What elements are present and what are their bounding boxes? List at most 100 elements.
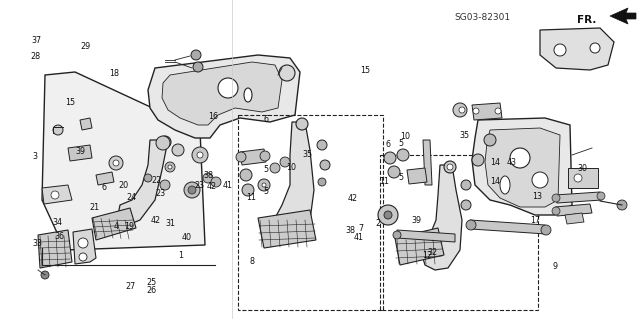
Text: 41: 41 (222, 182, 232, 190)
Polygon shape (274, 122, 314, 238)
Text: 3: 3 (33, 152, 38, 161)
Text: 38: 38 (345, 226, 355, 235)
Text: 41: 41 (353, 234, 364, 242)
Circle shape (318, 178, 326, 186)
Text: 19: 19 (124, 222, 134, 231)
Circle shape (447, 164, 453, 170)
Circle shape (260, 151, 270, 161)
Polygon shape (540, 28, 614, 70)
Circle shape (495, 108, 501, 114)
Text: 11: 11 (246, 193, 257, 202)
Text: 36: 36 (54, 232, 65, 241)
Text: 25: 25 (147, 278, 157, 287)
Polygon shape (472, 103, 502, 120)
Polygon shape (80, 118, 92, 130)
Circle shape (79, 253, 87, 261)
Text: 23: 23 (155, 189, 165, 198)
Text: FR.: FR. (577, 15, 596, 25)
Text: 22: 22 (151, 176, 161, 185)
Polygon shape (422, 165, 462, 270)
Circle shape (211, 177, 221, 187)
Circle shape (53, 125, 63, 135)
Bar (568, 168, 598, 188)
Circle shape (554, 44, 566, 56)
Text: 5: 5 (399, 139, 404, 148)
Text: 39: 39 (75, 147, 85, 156)
Polygon shape (73, 229, 96, 264)
Circle shape (188, 186, 196, 194)
Polygon shape (96, 172, 114, 185)
Circle shape (296, 118, 308, 130)
Text: 16: 16 (208, 112, 218, 121)
Circle shape (510, 148, 530, 168)
Circle shape (393, 231, 401, 239)
Text: 8: 8 (249, 257, 254, 266)
Circle shape (191, 50, 201, 60)
Circle shape (597, 192, 605, 200)
Text: 2: 2 (375, 219, 380, 228)
Circle shape (51, 191, 59, 199)
Circle shape (159, 136, 171, 148)
Circle shape (473, 108, 479, 114)
Polygon shape (118, 140, 168, 225)
Polygon shape (485, 128, 560, 207)
Circle shape (258, 179, 270, 191)
Circle shape (378, 205, 398, 225)
Circle shape (571, 214, 579, 222)
Circle shape (270, 163, 280, 173)
Text: 6: 6 (101, 183, 106, 192)
Polygon shape (38, 230, 72, 268)
Ellipse shape (500, 176, 510, 194)
Circle shape (459, 107, 465, 113)
Circle shape (472, 154, 484, 166)
Text: 26: 26 (147, 286, 157, 295)
Text: 5: 5 (399, 173, 404, 182)
Circle shape (168, 165, 172, 169)
Circle shape (218, 78, 238, 98)
Text: 43: 43 (507, 158, 517, 167)
Polygon shape (565, 213, 584, 224)
Circle shape (384, 152, 396, 164)
Polygon shape (397, 230, 455, 242)
Text: 33: 33 (33, 239, 43, 248)
Polygon shape (395, 228, 444, 265)
Text: 38: 38 (204, 171, 214, 180)
Text: 12: 12 (422, 251, 432, 260)
Circle shape (144, 174, 152, 182)
Text: 29: 29 (80, 42, 90, 51)
Circle shape (78, 238, 88, 248)
Polygon shape (472, 118, 572, 215)
Polygon shape (423, 140, 432, 185)
Text: 10: 10 (400, 132, 410, 141)
Circle shape (160, 180, 170, 190)
Circle shape (242, 184, 254, 196)
Circle shape (397, 149, 409, 161)
Polygon shape (148, 55, 300, 138)
Circle shape (165, 162, 175, 172)
Circle shape (156, 136, 170, 150)
Circle shape (461, 200, 471, 210)
Circle shape (384, 211, 392, 219)
Polygon shape (162, 62, 282, 125)
Circle shape (444, 161, 456, 173)
Circle shape (532, 172, 548, 188)
Text: 42: 42 (348, 194, 358, 203)
Circle shape (109, 156, 123, 170)
Text: 35: 35 (303, 150, 313, 159)
Circle shape (192, 147, 208, 163)
Bar (380, 155, 538, 310)
Text: 20: 20 (118, 181, 129, 189)
Text: 31: 31 (166, 219, 176, 228)
Circle shape (279, 65, 295, 81)
Polygon shape (407, 168, 427, 184)
Text: 13: 13 (532, 192, 543, 201)
Text: 5: 5 (264, 187, 269, 196)
Text: 14: 14 (490, 177, 500, 186)
Text: 1: 1 (178, 251, 183, 260)
Text: 34: 34 (52, 218, 63, 227)
Polygon shape (240, 149, 266, 165)
Circle shape (484, 134, 496, 146)
Ellipse shape (244, 88, 252, 102)
Circle shape (113, 160, 119, 166)
Polygon shape (555, 204, 592, 216)
